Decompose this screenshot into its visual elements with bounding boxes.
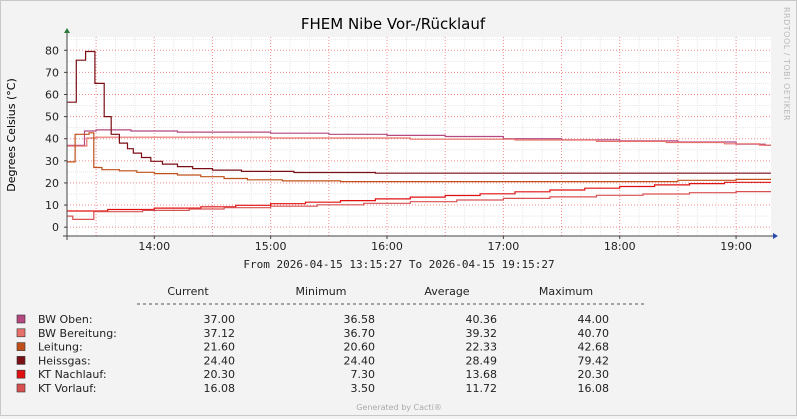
y-tick-label: 70 (45, 66, 59, 79)
legend-maximum-1: 44.00 (578, 313, 610, 326)
series-line-5 (67, 181, 771, 212)
legend-average-6: 11.72 (466, 382, 498, 395)
y-tick-label: 60 (45, 88, 59, 101)
x-tick-label: 19:00 (720, 240, 752, 253)
legend-minimum-1: 36.58 (344, 313, 376, 326)
legend-swatch-5 (16, 369, 26, 379)
series-line-2 (67, 136, 771, 147)
legend-minimum-2: 36.70 (344, 327, 376, 340)
legend-header-current: Current (167, 285, 209, 298)
series-line-4 (67, 50, 771, 174)
x-tick-label: 16:00 (371, 240, 403, 253)
chart-title: FHEM Nibe Vor-/Rücklauf (301, 15, 486, 33)
time-range-text: From 2026-04-15 13:15:27 To 2026-04-15 1… (243, 258, 554, 271)
legend-name-5: KT Nachlauf: (38, 368, 107, 381)
grid-lines (67, 37, 771, 236)
legend-current-3: 21.60 (204, 341, 236, 354)
legend-current-6: 16.08 (204, 382, 236, 395)
legend-average-4: 28.49 (466, 354, 498, 367)
footer-credit: Generated by Cacti® (356, 403, 442, 412)
y-tick-label: 0 (52, 221, 59, 234)
legend-average-3: 22.33 (466, 341, 498, 354)
y-tick-label: 10 (45, 199, 59, 212)
legend-maximum-3: 42.68 (578, 341, 610, 354)
plot-area (67, 37, 771, 236)
series-layer (67, 50, 771, 220)
legend-swatch-1 (16, 314, 26, 324)
x-tick-label: 15:00 (255, 240, 287, 253)
y-axis-label: Degrees Celsius (°C) (5, 78, 18, 192)
legend-name-2: BW Bereitung: (38, 327, 117, 340)
legend-minimum-6: 3.50 (351, 382, 376, 395)
legend-name-1: BW Oben: (38, 313, 93, 326)
x-tick-label: 17:00 (488, 240, 520, 253)
legend-minimum-3: 20.60 (344, 341, 376, 354)
legend-name-6: KT Vorlauf: (38, 382, 96, 395)
y-axis-arrow (64, 28, 70, 33)
legend-name-3: Leitung: (38, 341, 83, 354)
legend-table: Current Minimum Average Maximum BW Oben: 37.0… (16, 285, 645, 395)
legend-swatch-3 (16, 342, 26, 351)
legend-name-4: Heissgas: (38, 354, 91, 367)
y-tick-label: 50 (45, 111, 59, 124)
legend-minimum-4: 24.40 (344, 354, 376, 367)
legend-average-5: 13.68 (466, 368, 498, 381)
legend-maximum-4: 79.42 (578, 354, 610, 367)
legend-current-1: 37.00 (204, 313, 236, 326)
legend-maximum-2: 40.70 (578, 327, 610, 340)
legend-swatch-2 (16, 328, 26, 338)
y-tick-label: 30 (45, 155, 59, 168)
x-tick-label: 18:00 (604, 240, 636, 253)
legend-header-minimum: Minimum (296, 285, 347, 298)
y-tick-label: 20 (45, 177, 59, 190)
legend-current-4: 24.40 (204, 354, 236, 367)
legend-header-maximum: Maximum (539, 285, 593, 298)
legend-maximum-5: 20.30 (578, 368, 610, 381)
legend-maximum-6: 16.08 (578, 382, 610, 395)
y-tick-label: 80 (45, 44, 59, 57)
legend-swatch-4 (16, 356, 26, 365)
x-axis-arrow (773, 233, 778, 239)
rrdtool-credit: RRDTOOL / TOBI OETIKER (782, 7, 791, 121)
series-line-6 (67, 191, 771, 220)
legend-header-average: Average (424, 285, 469, 298)
legend-current-5: 20.30 (204, 368, 236, 381)
legend-swatch-6 (16, 383, 26, 393)
x-tick-label: 14:00 (138, 240, 170, 253)
legend-average-1: 40.36 (466, 313, 498, 326)
legend-current-2: 37.12 (204, 327, 236, 340)
legend-average-2: 39.32 (466, 327, 498, 340)
y-tick-label: 40 (45, 133, 59, 146)
tick-labels: 0 10 20 30 40 50 60 70 80 14:00 15:00 16:00 17:00 18:… (45, 44, 752, 253)
series-line-3 (67, 132, 771, 183)
legend-minimum-5: 7.30 (351, 368, 376, 381)
